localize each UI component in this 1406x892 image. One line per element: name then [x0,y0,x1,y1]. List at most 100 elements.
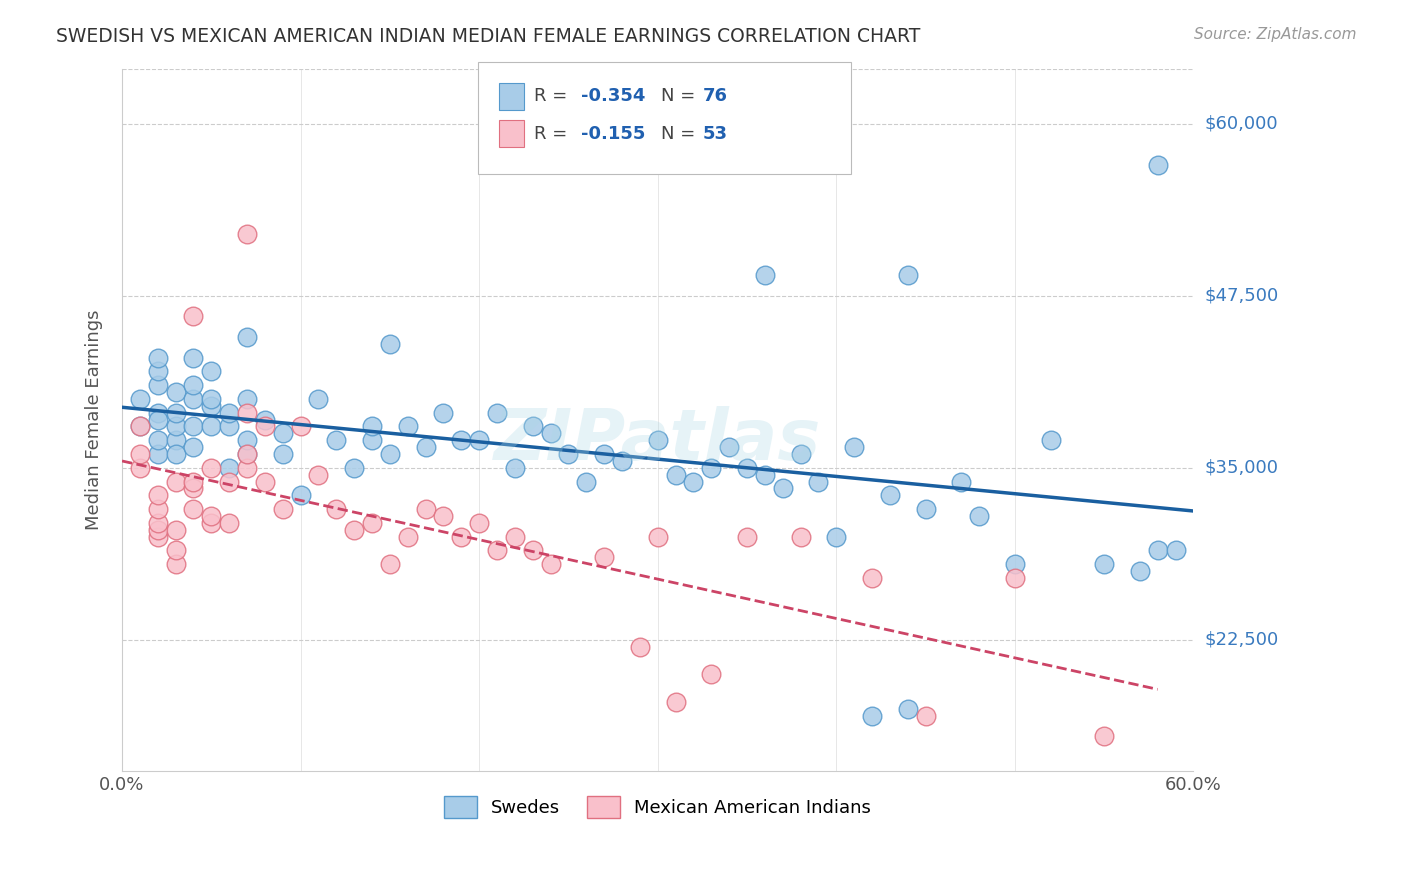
Point [308,392,330,406]
Text: $47,500: $47,500 [1204,286,1278,305]
Point [396,419,419,434]
Point [165,434,187,448]
Point [914,502,936,516]
Point [146,447,169,461]
Point [1039,434,1062,448]
Point [468,516,491,530]
Point [165,475,187,489]
Point [218,475,240,489]
Point [807,475,830,489]
Point [593,550,616,565]
Point [718,440,741,454]
Point [897,702,920,716]
Point [343,523,366,537]
Point [236,447,259,461]
Point [361,434,384,448]
Point [754,268,776,282]
Point [129,419,152,434]
Point [378,557,401,571]
Point [146,351,169,365]
Point [165,406,187,420]
Point [146,488,169,502]
Text: Source: ZipAtlas.com: Source: ZipAtlas.com [1194,27,1357,42]
Point [183,351,205,365]
Point [860,571,883,585]
Y-axis label: Median Female Earnings: Median Female Earnings [86,310,103,530]
Point [485,543,508,558]
Point [557,447,579,461]
Point [236,227,259,241]
Point [129,460,152,475]
Point [914,708,936,723]
Point [503,530,526,544]
Point [700,460,723,475]
Text: $35,000: $35,000 [1204,458,1278,477]
Point [236,406,259,420]
Text: -0.155: -0.155 [581,125,645,143]
Point [503,460,526,475]
Point [253,475,276,489]
Point [325,502,347,516]
Text: $60,000: $60,000 [1204,114,1278,133]
Point [200,364,222,378]
Point [183,310,205,324]
Point [271,426,294,441]
Point [540,557,562,571]
Text: 76: 76 [703,87,728,105]
Point [628,640,651,654]
Point [218,406,240,420]
Text: $22,500: $22,500 [1204,631,1278,648]
Point [647,434,669,448]
Point [522,543,544,558]
Point [236,434,259,448]
Point [610,454,633,468]
Point [842,440,865,454]
Point [165,523,187,537]
Text: -0.354: -0.354 [581,87,645,105]
Point [879,488,901,502]
Point [146,378,169,392]
Point [236,392,259,406]
Point [271,447,294,461]
Point [236,447,259,461]
Point [271,502,294,516]
Point [1092,557,1115,571]
Point [146,516,169,530]
Point [236,330,259,344]
Point [146,412,169,426]
Point [789,447,811,461]
Point [735,460,758,475]
Point [396,530,419,544]
Text: SWEDISH VS MEXICAN AMERICAN INDIAN MEDIAN FEMALE EARNINGS CORRELATION CHART: SWEDISH VS MEXICAN AMERICAN INDIAN MEDIA… [56,27,921,45]
Point [950,475,973,489]
Point [165,557,187,571]
Point [146,434,169,448]
Point [146,530,169,544]
Point [253,412,276,426]
Point [789,530,811,544]
Point [165,419,187,434]
Point [485,406,508,420]
Point [218,516,240,530]
Point [183,475,205,489]
Point [647,530,669,544]
Point [1129,564,1152,578]
Text: 53: 53 [703,125,728,143]
Point [1092,729,1115,743]
Point [165,385,187,400]
Text: R =: R = [534,87,574,105]
Point [468,434,491,448]
Point [432,508,454,523]
Point [1004,571,1026,585]
Point [415,440,437,454]
Point [860,708,883,723]
Point [361,419,384,434]
Point [290,419,312,434]
Point [897,268,920,282]
Point [682,475,704,489]
Point [664,467,686,482]
Text: R =: R = [534,125,574,143]
Point [378,447,401,461]
Point [165,447,187,461]
Point [146,523,169,537]
